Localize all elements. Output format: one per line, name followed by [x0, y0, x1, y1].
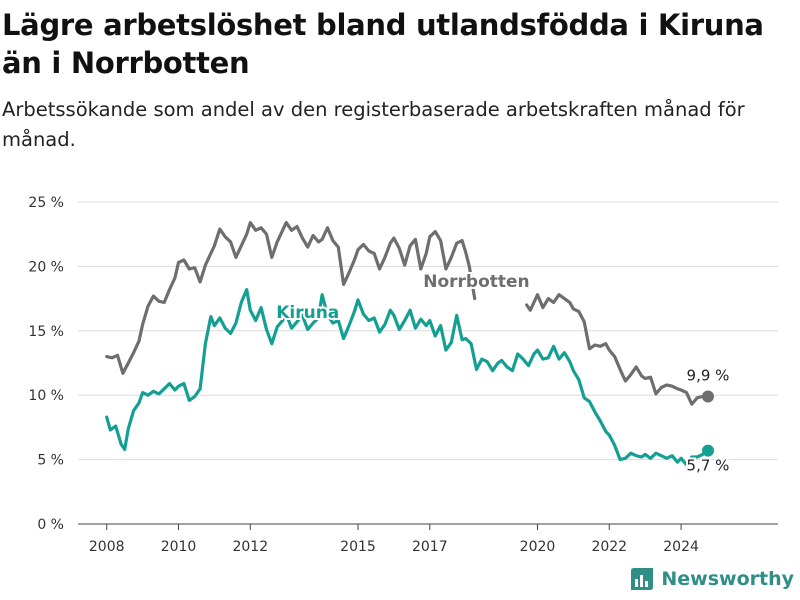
x-tick-label: 2010: [161, 539, 197, 555]
series-end-point-kiruna: [702, 444, 714, 457]
series-end-point-norrbotten: [702, 390, 714, 403]
chart-subtitle: Arbetssökande som andel av den registerb…: [2, 98, 745, 151]
x-tick-label: 2008: [89, 539, 125, 555]
x-tick-label: 2022: [591, 539, 627, 555]
series-line-kiruna: [105, 288, 710, 467]
axes: 0 % 5 % 10 % 15 % 20 % 25 % 2008 2010 2012 2015 20…: [28, 195, 699, 555]
series-labels: Norrbotten Kiruna 9,9 % 5,7 %: [274, 270, 731, 477]
series-lines: [105, 221, 714, 467]
y-tick-label: 15 %: [28, 324, 64, 340]
series-name-label-kiruna: Kiruna: [276, 303, 339, 323]
y-tick-label: 20 %: [28, 259, 64, 275]
end-value-label-kiruna: 5,7 %: [687, 457, 730, 475]
x-tick-label: 2015: [340, 539, 376, 555]
y-tick-label: 10 %: [28, 388, 64, 404]
brand-name: Newsworthy: [661, 568, 794, 590]
x-tick-label: 2012: [232, 539, 268, 555]
series-name-label-norrbotten: Norrbotten: [423, 272, 529, 292]
end-value-label-norrbotten: 9,9 %: [687, 366, 730, 384]
x-tick-label: 2017: [412, 539, 448, 555]
newsworthy-logo[interactable]: Newsworthy: [629, 564, 794, 594]
y-tick-label: 5 %: [37, 453, 64, 469]
x-tick-label: 2024: [663, 539, 699, 555]
chart-title: Lägre arbetslöshet bland utlandsfödda i …: [2, 8, 764, 80]
x-tick-label: 2020: [520, 539, 556, 555]
y-tick-label: 25 %: [28, 195, 64, 211]
series-line-norrbotten: [105, 221, 710, 406]
y-tick-label: 0 %: [37, 517, 64, 533]
bar-chart-logo-icon: [631, 568, 654, 590]
